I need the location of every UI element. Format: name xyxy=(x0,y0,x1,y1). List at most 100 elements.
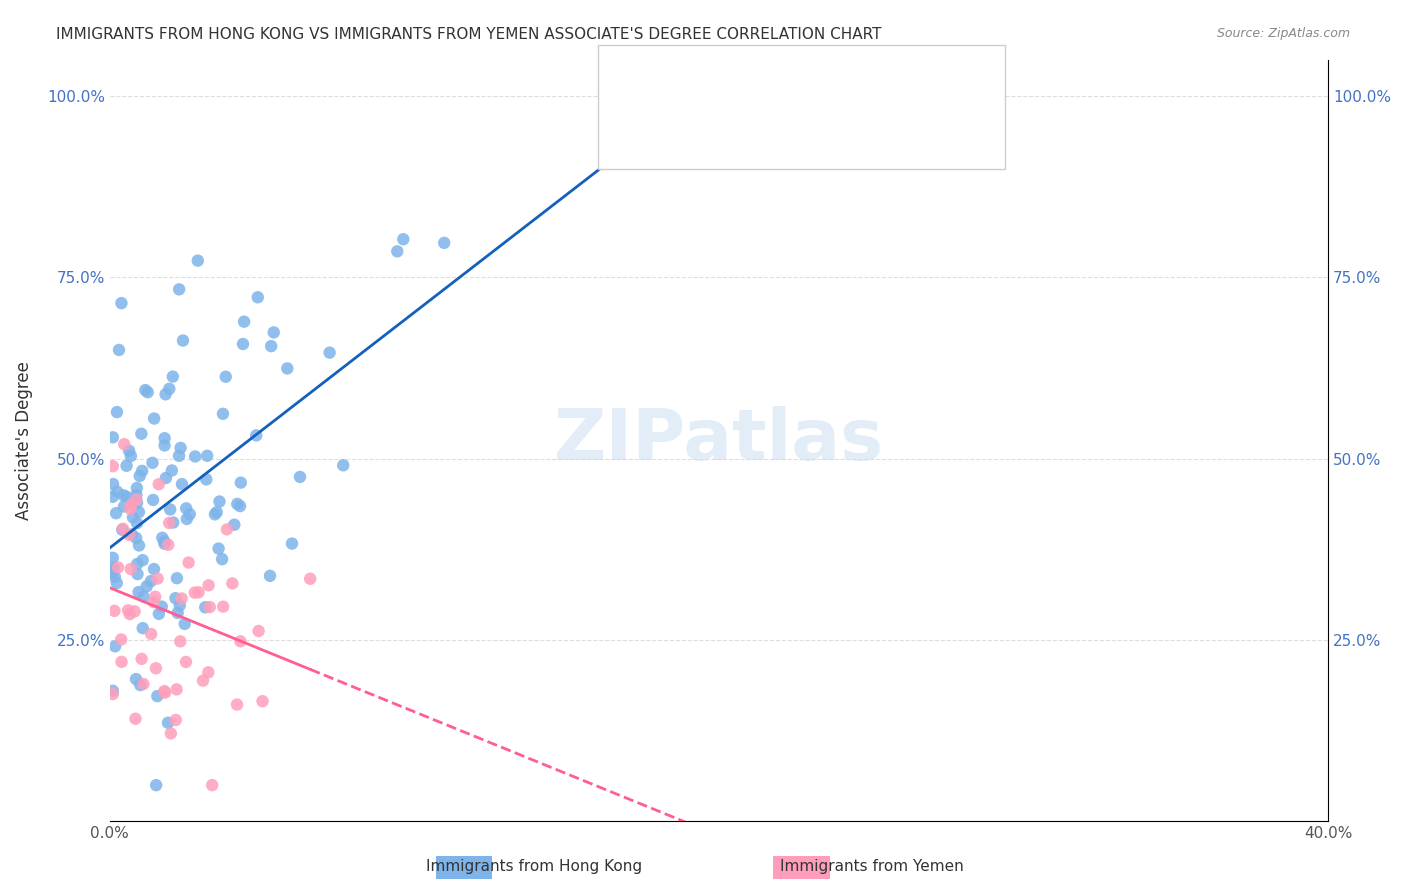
Point xyxy=(135,579,157,593)
Point xyxy=(150,599,173,614)
Point xyxy=(155,471,177,485)
Point xyxy=(195,472,218,486)
Text: Source: ZipAtlas.com: Source: ZipAtlas.com xyxy=(1216,27,1350,40)
Point xyxy=(167,282,190,296)
Point xyxy=(166,682,188,697)
Point xyxy=(174,501,197,516)
Point xyxy=(104,640,127,654)
Point xyxy=(101,564,124,578)
Point xyxy=(118,607,141,621)
Point xyxy=(174,655,197,669)
Point xyxy=(169,599,191,613)
Point xyxy=(165,591,187,606)
Point xyxy=(166,571,188,585)
Point xyxy=(159,502,181,516)
Point xyxy=(127,557,149,571)
Point xyxy=(229,634,252,648)
Point xyxy=(169,634,191,648)
Point xyxy=(153,536,176,550)
Point xyxy=(169,441,191,455)
Point xyxy=(105,484,128,499)
Point xyxy=(125,481,148,495)
Text: IMMIGRANTS FROM HONG KONG VS IMMIGRANTS FROM YEMEN ASSOCIATE'S DEGREE CORRELATIO: IMMIGRANTS FROM HONG KONG VS IMMIGRANTS … xyxy=(56,27,882,42)
Point xyxy=(201,778,224,792)
Point xyxy=(226,698,249,712)
Point xyxy=(148,477,170,491)
Point xyxy=(132,590,155,604)
Point xyxy=(197,665,219,680)
Point xyxy=(198,600,221,615)
Point xyxy=(143,411,166,425)
Point xyxy=(111,522,134,536)
Point xyxy=(132,621,155,635)
Point xyxy=(207,541,229,556)
Point xyxy=(125,672,148,686)
Point xyxy=(233,315,256,329)
Point xyxy=(156,715,179,730)
Point xyxy=(115,490,138,504)
Point xyxy=(128,539,150,553)
Point xyxy=(118,443,141,458)
Point xyxy=(160,726,183,740)
Point xyxy=(136,385,159,400)
Text: Immigrants from Hong Kong: Immigrants from Hong Kong xyxy=(426,859,643,874)
Point xyxy=(179,507,201,521)
Point xyxy=(145,661,167,675)
Point xyxy=(212,599,235,614)
Point xyxy=(122,510,145,524)
Point xyxy=(165,713,187,727)
Point xyxy=(247,624,270,638)
Point xyxy=(387,244,409,259)
Text: ZIPatlas: ZIPatlas xyxy=(554,406,884,475)
Point xyxy=(197,578,219,592)
Point xyxy=(105,405,128,419)
Point xyxy=(115,458,138,473)
Point xyxy=(131,652,153,666)
Point xyxy=(246,290,269,304)
Point xyxy=(128,505,150,519)
Point xyxy=(141,627,163,641)
Point xyxy=(263,326,285,340)
Point xyxy=(120,502,142,516)
Point xyxy=(107,560,129,574)
Point xyxy=(101,550,124,565)
Point xyxy=(110,296,132,310)
Point xyxy=(155,387,177,401)
Point xyxy=(221,576,243,591)
Point xyxy=(110,632,132,647)
Point xyxy=(211,552,233,566)
Point xyxy=(101,566,124,580)
Point xyxy=(125,496,148,510)
Point xyxy=(101,683,124,698)
Point xyxy=(131,553,153,567)
Point xyxy=(124,712,146,726)
Point xyxy=(125,531,148,545)
Point xyxy=(120,562,142,576)
Point xyxy=(101,477,124,491)
Point xyxy=(260,339,283,353)
Point xyxy=(124,604,146,618)
Point xyxy=(112,500,135,514)
Point xyxy=(215,369,238,384)
Point xyxy=(103,561,125,575)
Point xyxy=(101,459,124,474)
Point xyxy=(125,492,148,507)
Point xyxy=(433,235,456,250)
Point xyxy=(153,438,176,452)
Point xyxy=(145,778,167,792)
Point xyxy=(232,337,254,351)
Point xyxy=(117,603,139,617)
Point xyxy=(229,475,252,490)
Point xyxy=(245,428,267,442)
Point xyxy=(141,456,163,470)
Point xyxy=(129,678,152,692)
Point xyxy=(142,492,165,507)
Point xyxy=(153,431,176,445)
Point xyxy=(173,616,195,631)
Point xyxy=(120,498,142,512)
Point xyxy=(127,567,149,582)
Point xyxy=(157,382,180,396)
Point xyxy=(184,450,207,464)
Point xyxy=(191,673,214,688)
Point xyxy=(160,463,183,477)
